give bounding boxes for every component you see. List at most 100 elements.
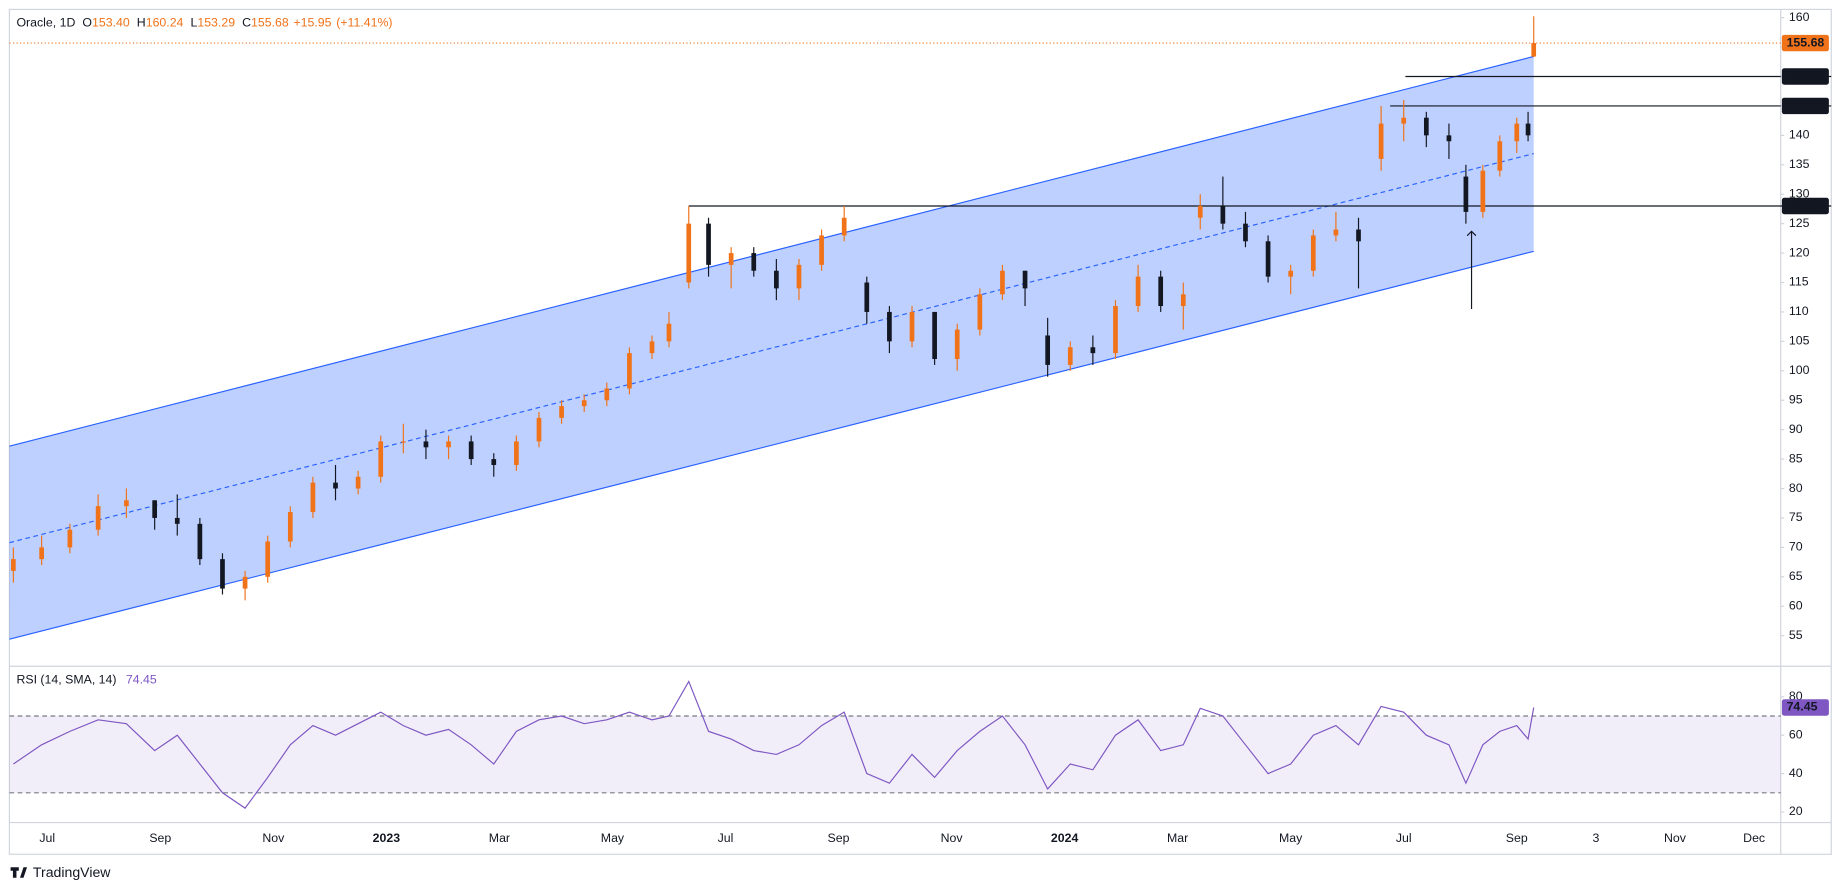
legend-key: L xyxy=(190,16,197,30)
candle-body xyxy=(774,270,779,289)
legend-key: H xyxy=(137,16,146,30)
x-tick-label: 2023 xyxy=(373,831,401,845)
candle-body xyxy=(1378,123,1384,159)
candle-body xyxy=(1090,347,1096,354)
x-tick-label: Sep xyxy=(1506,831,1528,845)
candle-body xyxy=(378,441,384,477)
candle-body xyxy=(287,512,293,542)
candle-body xyxy=(1423,117,1429,136)
symbol-legend: Oracle, 1D O153.40 H160.24 L153.29 C155.68 +1… xyxy=(16,16,392,30)
x-tick-label: Sep xyxy=(828,831,850,845)
rsi-band-fill xyxy=(9,716,1781,793)
y-tick-label: 85 xyxy=(1789,451,1803,465)
level-label-box xyxy=(1781,68,1829,85)
y-tick-label: 115 xyxy=(1789,275,1809,289)
rsi-y-tick-label: 20 xyxy=(1789,804,1803,818)
legend-value: 155.68 xyxy=(251,16,289,30)
rsi-line xyxy=(13,680,1535,809)
candle-body xyxy=(491,459,497,465)
x-tick-label: Mar xyxy=(1167,831,1188,845)
x-tick-label: Jul xyxy=(1396,831,1412,845)
y-tick-label: 65 xyxy=(1789,569,1803,583)
candle-body xyxy=(1243,223,1248,242)
candle-body xyxy=(977,294,983,330)
candle-body xyxy=(1022,270,1028,289)
rsi-y-tick-label: 60 xyxy=(1789,727,1803,741)
candle-body xyxy=(1288,270,1294,277)
candle-body xyxy=(67,529,73,548)
y-tick-label: 80 xyxy=(1789,481,1803,495)
x-tick-label: Jul xyxy=(718,831,734,845)
x-tick-label: 3 xyxy=(1592,831,1599,845)
legend-value: 153.40 xyxy=(92,16,130,30)
candle-body xyxy=(1310,235,1316,271)
candle-body xyxy=(559,406,564,418)
rsi-current: 74.45 xyxy=(126,673,157,687)
x-tick-label: Nov xyxy=(941,831,964,845)
candle-body xyxy=(1045,335,1051,365)
candle-body xyxy=(242,576,248,589)
x-tick-label: Sep xyxy=(149,831,171,845)
level-label-box xyxy=(1781,197,1829,215)
x-tick-label: Nov xyxy=(262,831,285,845)
channel-upper xyxy=(9,55,1534,447)
candle-body xyxy=(1497,141,1503,171)
symbol-title: Oracle, 1D xyxy=(16,16,75,30)
candle-body xyxy=(1220,205,1226,224)
y-tick-label: 110 xyxy=(1789,304,1809,318)
candle-body xyxy=(355,476,361,489)
candle-body xyxy=(581,400,587,407)
candle-body xyxy=(514,441,519,465)
candle-body xyxy=(627,353,632,389)
legend-key: C xyxy=(242,16,251,30)
x-tick-label: May xyxy=(601,831,625,845)
legend-value: 160.24 xyxy=(146,16,184,30)
candle-body xyxy=(265,541,271,577)
y-tick-label: 90 xyxy=(1789,422,1803,436)
candle-body xyxy=(536,417,542,442)
rsi-current-label-box xyxy=(1781,699,1829,716)
candle-body xyxy=(841,217,847,236)
brand-logo: TradingView xyxy=(10,864,111,880)
y-tick-label: 95 xyxy=(1789,392,1803,406)
x-tick-label: Jul xyxy=(39,831,55,845)
rsi-y-tick-label: 40 xyxy=(1789,766,1803,780)
level-label: 145.00 xyxy=(1787,98,1825,112)
y-tick-label: 125 xyxy=(1789,216,1810,230)
candle-body xyxy=(1113,306,1118,354)
y-tick-label: 140 xyxy=(1789,128,1810,142)
y-tick-label: 120 xyxy=(1789,245,1810,259)
candle-body xyxy=(1067,347,1073,365)
candle-body xyxy=(1463,176,1469,212)
candle-body xyxy=(1197,205,1203,218)
legend-key: O xyxy=(82,16,92,30)
candle-body xyxy=(1356,229,1361,242)
y-tick-label: 100 xyxy=(1789,363,1810,377)
y-tick-label: 70 xyxy=(1789,540,1803,554)
y-tick-label: 130 xyxy=(1789,186,1810,200)
legend-value: 153.29 xyxy=(197,16,235,30)
y-tick-label: 55 xyxy=(1789,628,1803,642)
x-tick-label: Nov xyxy=(1664,831,1687,845)
channel-middle xyxy=(9,153,1534,544)
candle-body xyxy=(1446,135,1452,142)
candle-body xyxy=(423,441,429,448)
candle-body xyxy=(95,506,101,530)
candle-body xyxy=(1135,276,1141,307)
legend-value: +15.95 xyxy=(293,16,331,30)
legend-value: (+11.41%) xyxy=(336,16,392,30)
candle-body xyxy=(446,441,451,448)
candle-body xyxy=(197,523,203,560)
candle-body xyxy=(954,329,960,360)
candle-body xyxy=(39,547,44,560)
y-tick-label: 160 xyxy=(1789,10,1810,24)
candle-body xyxy=(11,559,16,571)
candle-body xyxy=(174,517,180,524)
candle-body xyxy=(796,264,802,289)
candle-body xyxy=(310,482,316,513)
y-tick-label: 105 xyxy=(1789,334,1810,348)
brand-icon xyxy=(10,867,28,878)
brand-name: TradingView xyxy=(33,864,111,880)
candle-body xyxy=(1333,229,1339,236)
